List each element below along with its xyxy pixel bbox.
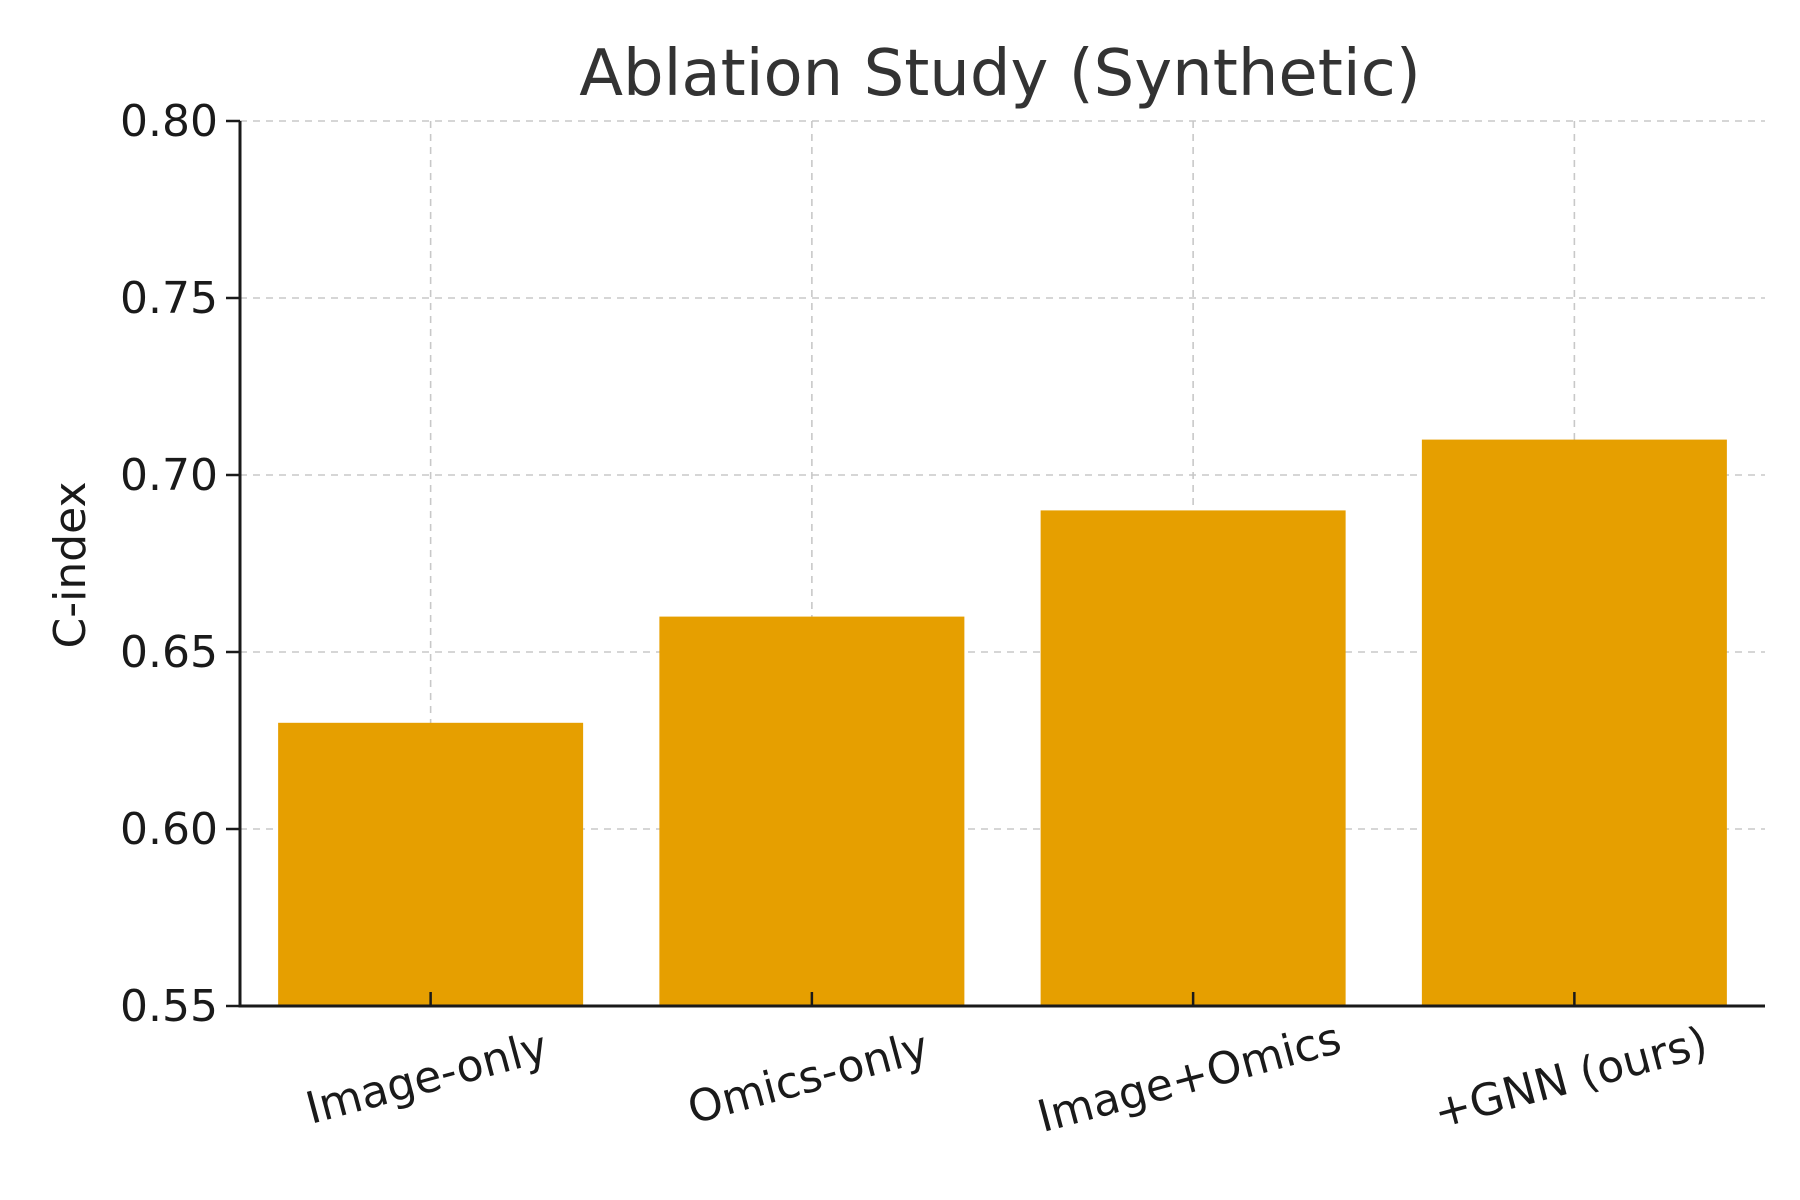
y-tick-label: 0.55 — [120, 981, 218, 1032]
bar — [659, 616, 965, 1006]
chart-title: Ablation Study (Synthetic) — [579, 37, 1421, 111]
x-tick-label: Image-only — [301, 1021, 553, 1134]
x-tick-label: Image+Omics — [1032, 1013, 1346, 1143]
y-tick-label: 0.60 — [120, 804, 218, 855]
bar — [1421, 439, 1727, 1007]
bar — [1040, 510, 1346, 1006]
y-axis-label: C-index — [45, 482, 96, 649]
bar — [278, 722, 584, 1006]
y-tick-label: 0.70 — [120, 450, 218, 501]
axes — [226, 119, 1765, 1008]
bars — [278, 439, 1727, 1007]
y-tick-label: 0.80 — [120, 96, 218, 147]
x-tick-label: Omics-only — [682, 1021, 933, 1134]
y-tick-label: 0.65 — [120, 627, 218, 678]
y-tick-label: 0.75 — [120, 273, 218, 324]
x-tick-label: +GNN (ours) — [1428, 1017, 1713, 1139]
